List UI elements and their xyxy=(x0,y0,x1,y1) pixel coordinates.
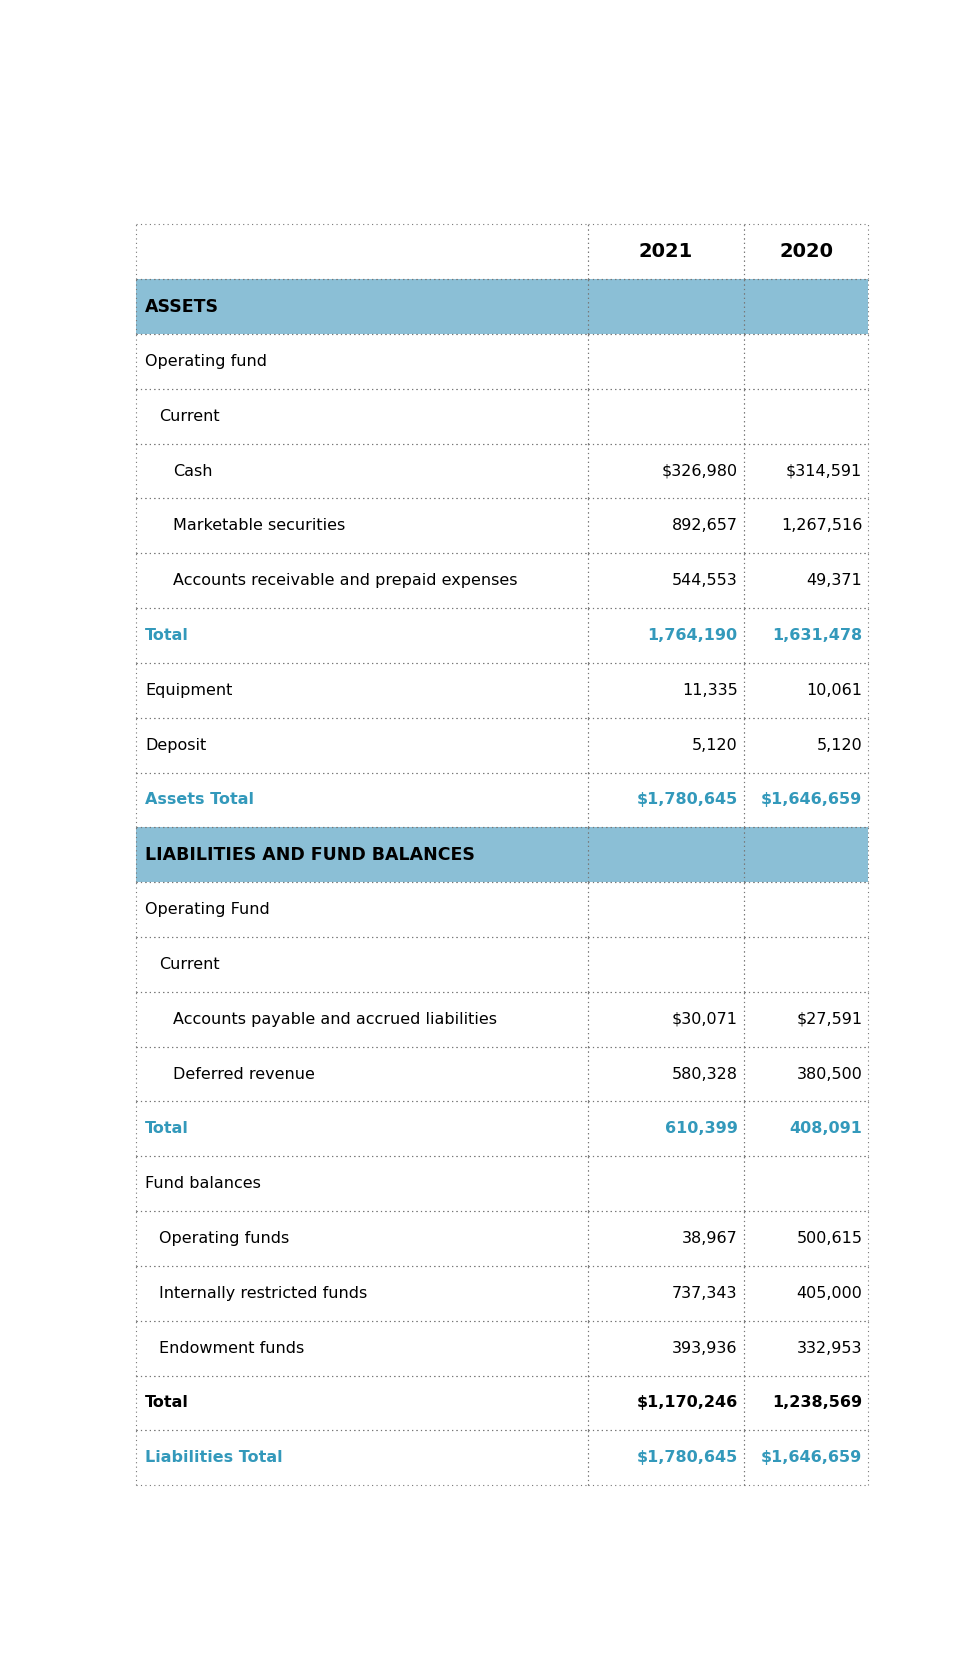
Text: $1,170,246: $1,170,246 xyxy=(636,1396,738,1411)
Text: $326,980: $326,980 xyxy=(662,464,738,479)
Text: Current: Current xyxy=(159,409,220,424)
Text: 393,936: 393,936 xyxy=(672,1341,738,1356)
Text: $1,780,645: $1,780,645 xyxy=(636,793,738,808)
Text: $314,591: $314,591 xyxy=(786,464,862,479)
Bar xyxy=(136,1101,868,1156)
Text: 580,328: 580,328 xyxy=(671,1066,738,1081)
Text: $30,071: $30,071 xyxy=(671,1012,738,1027)
Text: $1,646,659: $1,646,659 xyxy=(761,793,862,808)
Bar xyxy=(136,334,868,389)
Bar xyxy=(136,664,868,717)
Text: 5,120: 5,120 xyxy=(692,737,738,753)
Text: Liabilities Total: Liabilities Total xyxy=(145,1450,283,1465)
Bar xyxy=(136,773,868,828)
Text: $1,646,659: $1,646,659 xyxy=(761,1450,862,1465)
Text: Cash: Cash xyxy=(172,464,212,479)
Text: Total: Total xyxy=(145,1396,189,1411)
Text: Operating Fund: Operating Fund xyxy=(145,902,270,917)
Bar xyxy=(136,280,868,334)
Text: Operating fund: Operating fund xyxy=(145,354,268,369)
Bar xyxy=(136,937,868,992)
Text: 544,553: 544,553 xyxy=(672,573,738,588)
Text: 737,343: 737,343 xyxy=(672,1285,738,1301)
Text: LIABILITIES AND FUND BALANCES: LIABILITIES AND FUND BALANCES xyxy=(145,846,475,863)
Bar xyxy=(136,828,868,882)
Text: Endowment funds: Endowment funds xyxy=(159,1341,304,1356)
Bar xyxy=(136,444,868,498)
Text: 11,335: 11,335 xyxy=(682,682,738,697)
Text: Current: Current xyxy=(159,957,220,972)
Text: Accounts receivable and prepaid expenses: Accounts receivable and prepaid expenses xyxy=(172,573,517,588)
Bar xyxy=(136,1265,868,1321)
Text: 2021: 2021 xyxy=(639,243,693,261)
Bar xyxy=(136,882,868,937)
Text: Assets Total: Assets Total xyxy=(145,793,254,808)
Text: Deferred revenue: Deferred revenue xyxy=(172,1066,315,1081)
Text: Fund balances: Fund balances xyxy=(145,1177,261,1192)
Text: 1,238,569: 1,238,569 xyxy=(772,1396,862,1411)
Bar xyxy=(136,225,868,280)
Text: $1,780,645: $1,780,645 xyxy=(636,1450,738,1465)
Text: 380,500: 380,500 xyxy=(797,1066,862,1081)
Text: 892,657: 892,657 xyxy=(671,518,738,533)
Text: Accounts payable and accrued liabilities: Accounts payable and accrued liabilities xyxy=(172,1012,497,1027)
Text: 1,764,190: 1,764,190 xyxy=(648,628,738,644)
Text: 408,091: 408,091 xyxy=(789,1121,862,1136)
Bar xyxy=(136,498,868,553)
Text: 405,000: 405,000 xyxy=(797,1285,862,1301)
Text: Operating funds: Operating funds xyxy=(159,1230,289,1245)
Bar xyxy=(136,992,868,1046)
Bar xyxy=(136,1321,868,1376)
Text: 5,120: 5,120 xyxy=(816,737,862,753)
Text: 332,953: 332,953 xyxy=(797,1341,862,1356)
Text: Equipment: Equipment xyxy=(145,682,232,697)
Text: Total: Total xyxy=(145,1121,189,1136)
Text: 2020: 2020 xyxy=(779,243,833,261)
Text: Total: Total xyxy=(145,628,189,644)
Bar xyxy=(136,553,868,608)
Text: 500,615: 500,615 xyxy=(797,1230,862,1245)
Bar xyxy=(136,1376,868,1430)
Text: Deposit: Deposit xyxy=(145,737,207,753)
Text: Marketable securities: Marketable securities xyxy=(172,518,345,533)
Bar xyxy=(136,389,868,444)
Text: 610,399: 610,399 xyxy=(664,1121,738,1136)
Bar xyxy=(136,608,868,664)
Text: 49,371: 49,371 xyxy=(807,573,862,588)
Text: Internally restricted funds: Internally restricted funds xyxy=(159,1285,368,1301)
Text: 38,967: 38,967 xyxy=(682,1230,738,1245)
Text: ASSETS: ASSETS xyxy=(145,298,220,315)
Text: 10,061: 10,061 xyxy=(807,682,862,697)
Text: 1,267,516: 1,267,516 xyxy=(781,518,862,533)
Bar xyxy=(136,1212,868,1265)
Text: $27,591: $27,591 xyxy=(796,1012,862,1027)
Bar xyxy=(136,717,868,773)
Text: 1,631,478: 1,631,478 xyxy=(772,628,862,644)
Bar xyxy=(136,1156,868,1212)
Bar xyxy=(136,1430,868,1485)
Bar xyxy=(136,1046,868,1101)
